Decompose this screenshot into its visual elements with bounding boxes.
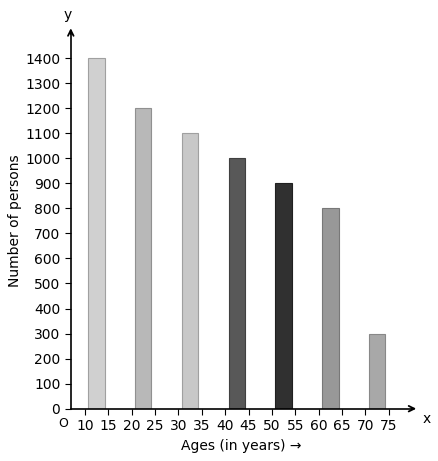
Bar xyxy=(368,334,385,409)
Text: x: x xyxy=(421,413,430,426)
Y-axis label: Number of persons: Number of persons xyxy=(8,154,22,287)
Text: O: O xyxy=(58,418,68,431)
Text: y: y xyxy=(63,8,71,22)
Bar xyxy=(135,108,151,409)
Bar xyxy=(321,208,338,409)
Bar xyxy=(228,158,244,409)
Bar xyxy=(88,58,104,409)
Bar xyxy=(181,133,198,409)
Bar xyxy=(275,183,291,409)
X-axis label: Ages (in years) →: Ages (in years) → xyxy=(181,439,301,453)
